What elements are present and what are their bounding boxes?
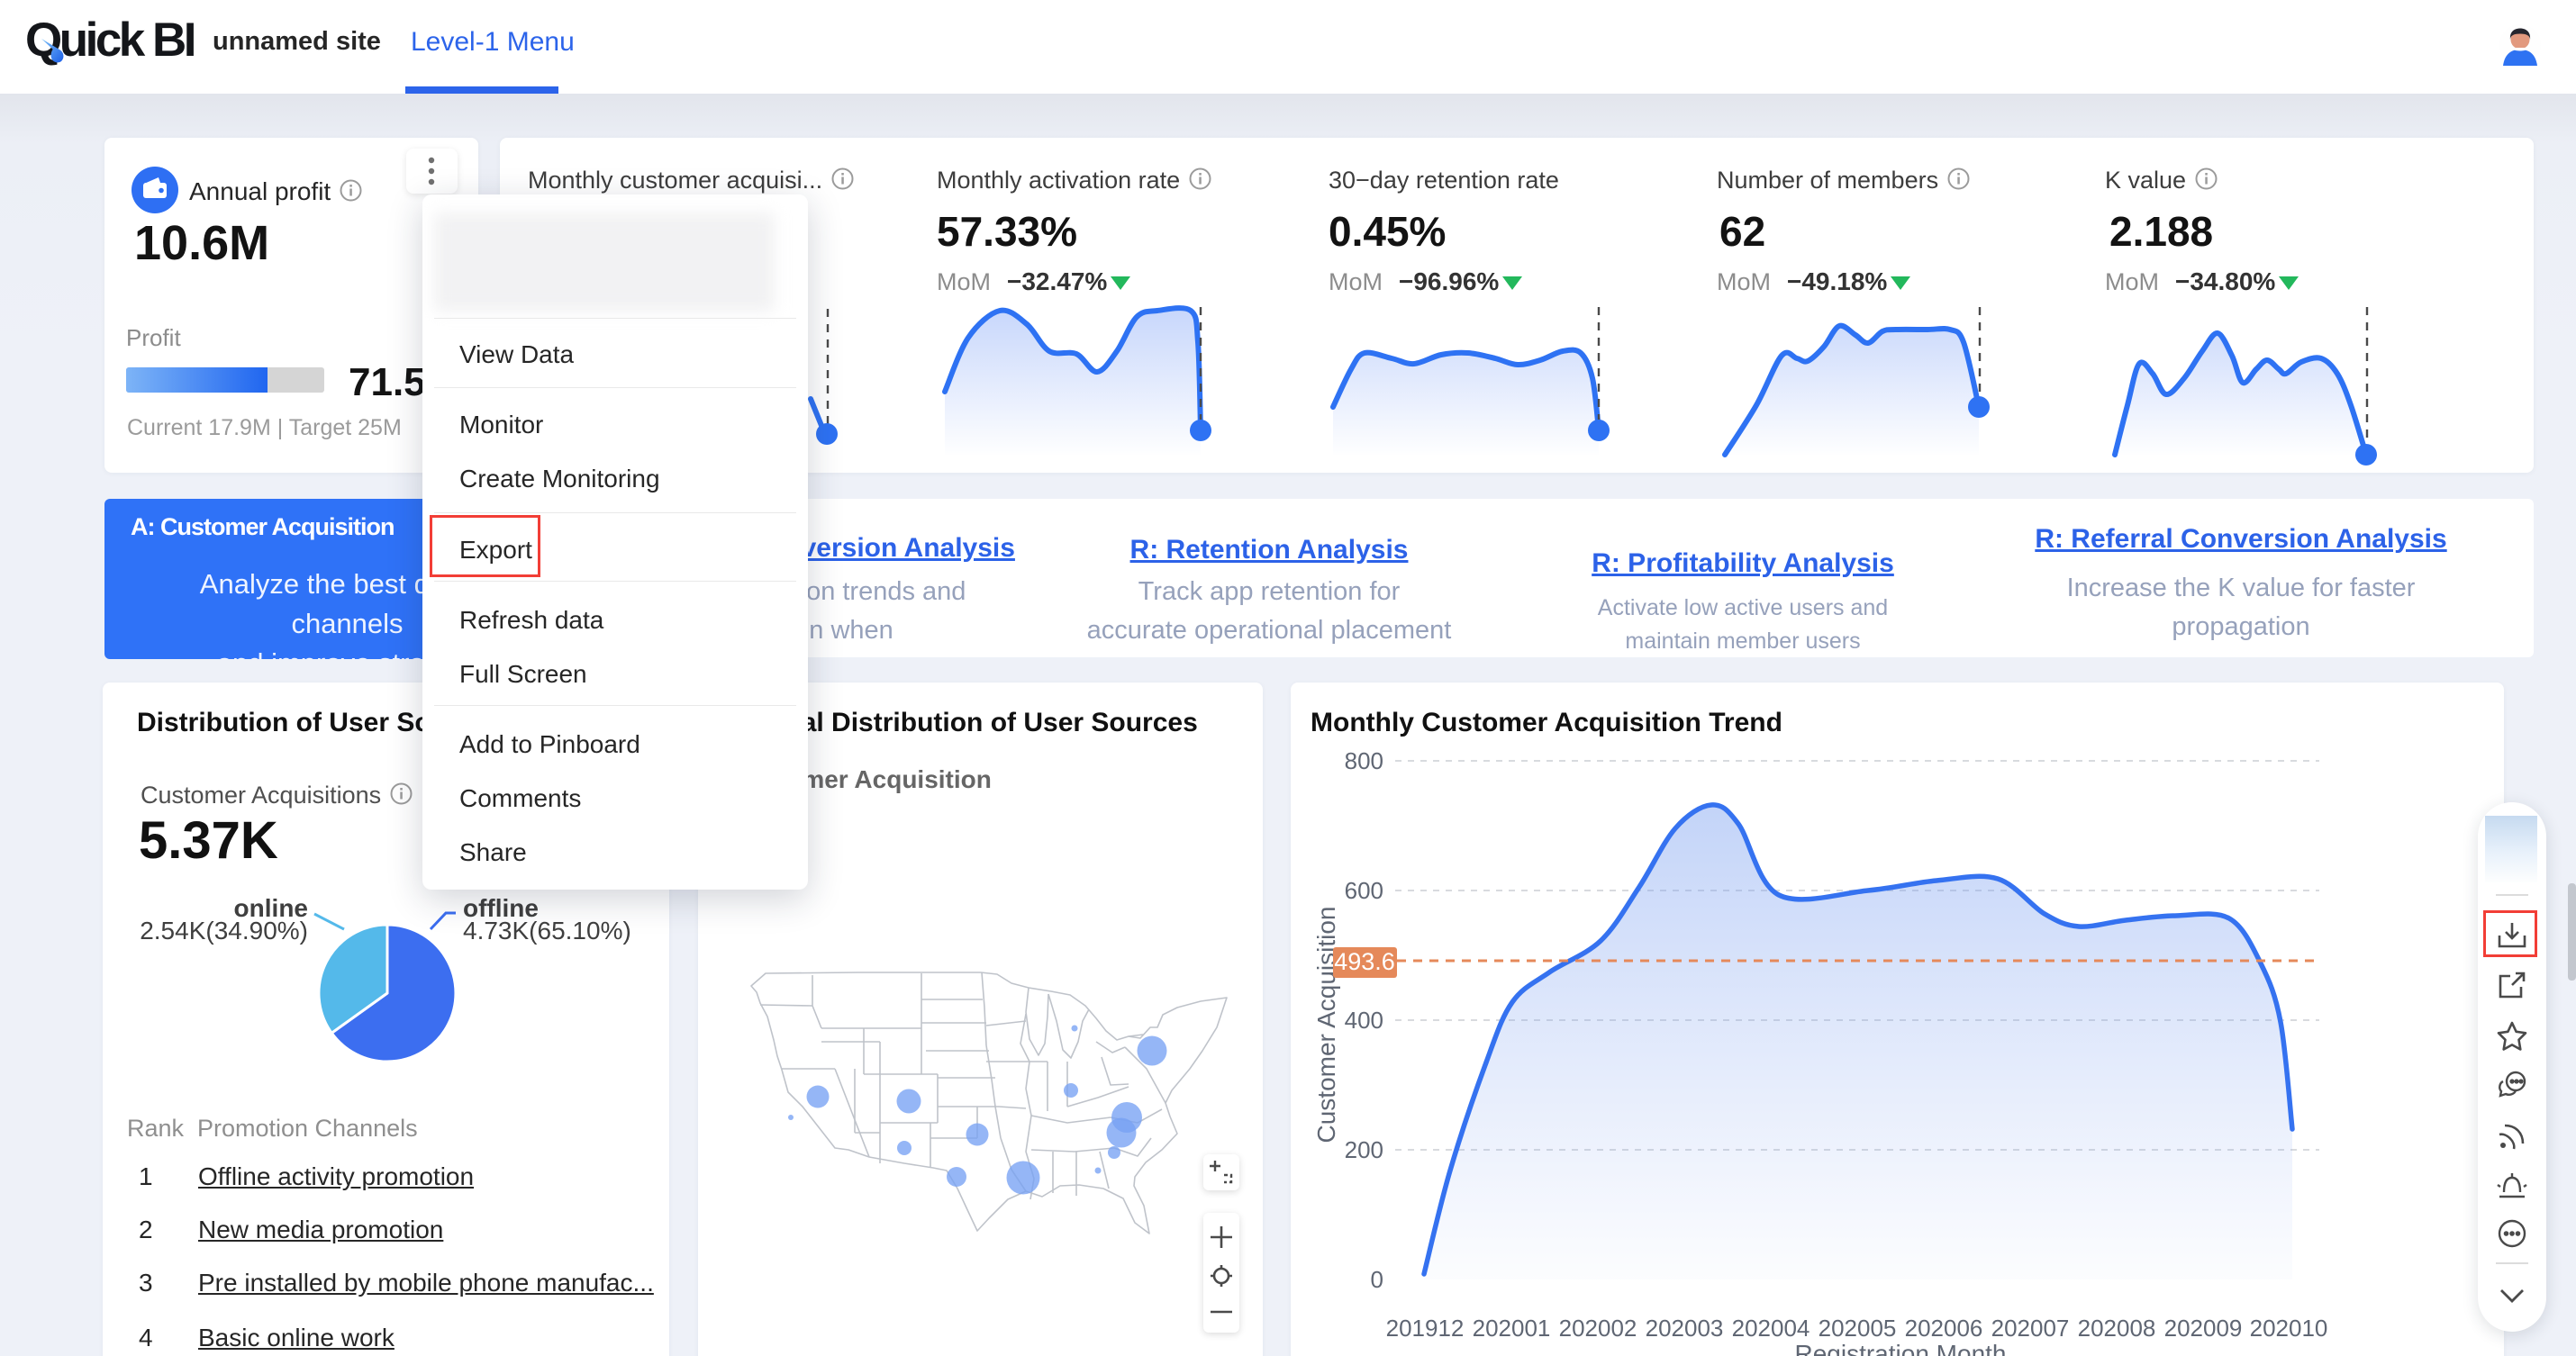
svg-text:202010: 202010 [2250, 1315, 2328, 1342]
svg-text:200: 200 [1345, 1136, 1383, 1163]
svg-text:Customer Acquisition: Customer Acquisition [1312, 906, 1340, 1143]
svg-text:202008: 202008 [2078, 1315, 2156, 1342]
svg-text:600: 600 [1345, 877, 1383, 904]
svg-text:202003: 202003 [1646, 1315, 1724, 1342]
svg-text:202005: 202005 [1819, 1315, 1897, 1342]
svg-text:493.6: 493.6 [1334, 948, 1395, 975]
svg-text:202004: 202004 [1732, 1315, 1810, 1342]
svg-text:400: 400 [1345, 1007, 1383, 1034]
svg-text:800: 800 [1345, 747, 1383, 774]
svg-text:202006: 202006 [1905, 1315, 1983, 1342]
svg-text:202007: 202007 [1991, 1315, 2070, 1342]
svg-text:202002: 202002 [1559, 1315, 1637, 1342]
svg-text:0: 0 [1371, 1266, 1383, 1293]
svg-text:202009: 202009 [2164, 1315, 2243, 1342]
svg-text:Registration Month: Registration Month [1794, 1340, 2006, 1356]
svg-text:202001: 202001 [1473, 1315, 1551, 1342]
svg-text:201912: 201912 [1386, 1315, 1465, 1342]
